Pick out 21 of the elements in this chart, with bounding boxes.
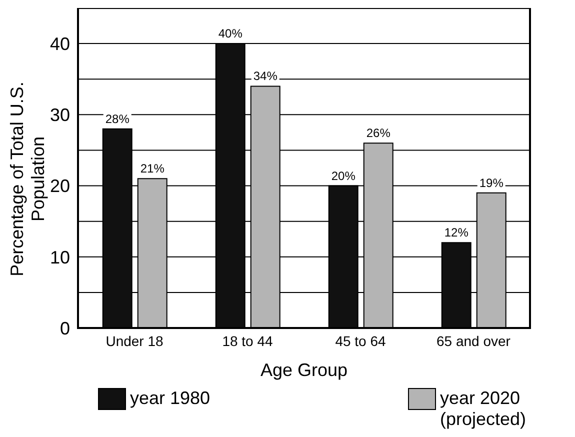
x-tick-label: Under 18 [106,332,164,349]
x-tick-label: 45 to 64 [335,332,386,349]
data-label: 34% [253,69,278,84]
x-axis-title: Age Group [259,360,349,381]
data-label: 21% [140,162,165,176]
data-label: 20% [331,168,356,183]
data-label: 12% [444,226,469,240]
y-tick-label: 40 [50,34,70,54]
data-label: 28% [105,112,130,126]
x-tick-label: 65 and over [436,332,511,349]
legend-label: year 2020 (projected) [440,388,528,430]
data-label: 19% [479,176,504,190]
y-tick-label: 10 [50,247,70,268]
y-tick-label: 30 [50,105,70,126]
legend-label: year 1980 [130,388,210,409]
y-axis-title: Percentage of Total U.S. Population [7,80,49,278]
y-tick-label: 20 [50,176,70,196]
x-tick-label: 18 to 44 [222,332,274,349]
y-tick-label: 0 [60,318,70,338]
data-label: 26% [366,126,391,140]
data-label: 40% [218,26,243,41]
